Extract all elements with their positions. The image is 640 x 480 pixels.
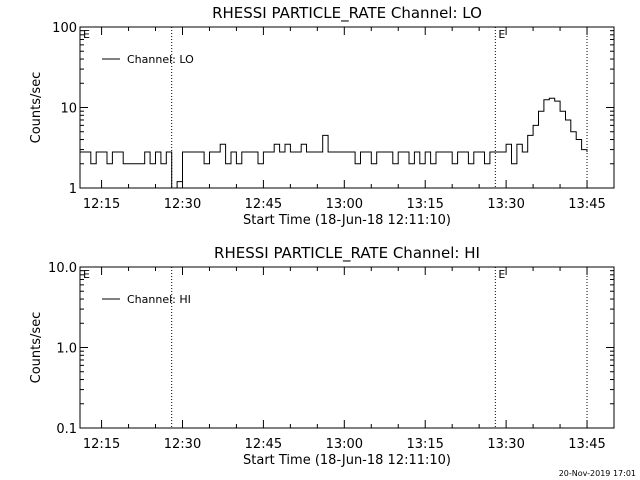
y-tick-label: 100 — [52, 21, 77, 36]
x-tick-label: 13:15 — [406, 197, 443, 212]
y-tick-label: 1.0 — [56, 342, 77, 357]
chart-panel-1: RHESSI PARTICLE_RATE Channel: LO E E 1 10 100… — [29, 4, 615, 228]
x-tick-label: 13:45 — [568, 437, 605, 452]
y-tick-label: 10 — [60, 102, 77, 117]
legend-label: Channel: HI — [127, 293, 191, 306]
x-tick-label: 12:30 — [164, 437, 201, 452]
chart-title: RHESSI PARTICLE_RATE Channel: HI — [214, 244, 480, 263]
y-tick-label: 1 — [69, 182, 77, 197]
footer-timestamp: 20-Nov-2019 17:01 — [559, 469, 636, 478]
x-tick-label: 13:30 — [487, 197, 524, 212]
eclipse-marker: E — [498, 268, 505, 281]
y-tick-label: 0.1 — [56, 422, 77, 437]
legend-label: Channel: LO — [127, 53, 194, 66]
eclipse-marker: E — [498, 28, 505, 41]
eclipse-marker: E — [83, 28, 90, 41]
x-tick-label: 13:30 — [487, 437, 524, 452]
x-tick-label: 12:45 — [245, 437, 282, 452]
x-tick-label: 12:30 — [164, 197, 201, 212]
x-tick-label: 12:15 — [83, 437, 120, 452]
x-axis-label: Start Time (18-Jun-18 12:11:10) — [243, 453, 451, 468]
x-tick-label: 13:15 — [406, 437, 443, 452]
x-tick-label: 13:00 — [326, 197, 363, 212]
y-axis-label: Counts/sec — [29, 312, 44, 384]
x-tick-label: 13:45 — [568, 197, 605, 212]
x-tick-label: 12:45 — [245, 197, 282, 212]
x-tick-label: 13:00 — [326, 437, 363, 452]
y-tick-label: 10.0 — [48, 261, 77, 276]
data-series-line — [80, 97, 588, 189]
chart-title: RHESSI PARTICLE_RATE Channel: LO — [212, 4, 482, 23]
chart-panel-2: RHESSI PARTICLE_RATE Channel: HI E E 0.1 1.0… — [29, 244, 615, 468]
x-tick-label: 12:15 — [83, 197, 120, 212]
eclipse-marker: E — [83, 268, 90, 281]
y-axis-label: Counts/sec — [29, 72, 44, 144]
x-axis-label: Start Time (18-Jun-18 12:11:10) — [243, 213, 451, 228]
